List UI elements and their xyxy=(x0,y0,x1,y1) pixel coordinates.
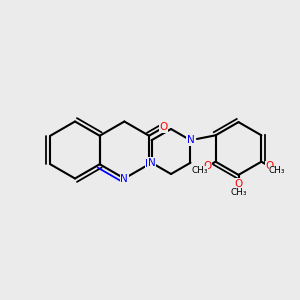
Text: O: O xyxy=(159,122,167,133)
Text: CH₃: CH₃ xyxy=(230,188,247,197)
Text: N: N xyxy=(187,135,194,145)
Text: CH₃: CH₃ xyxy=(269,166,285,175)
Text: O: O xyxy=(265,161,273,171)
Text: CH₃: CH₃ xyxy=(192,166,208,175)
Text: O: O xyxy=(204,161,212,171)
Text: N: N xyxy=(145,159,153,169)
Text: N: N xyxy=(121,173,128,184)
Text: O: O xyxy=(234,179,243,189)
Text: N: N xyxy=(148,158,155,168)
